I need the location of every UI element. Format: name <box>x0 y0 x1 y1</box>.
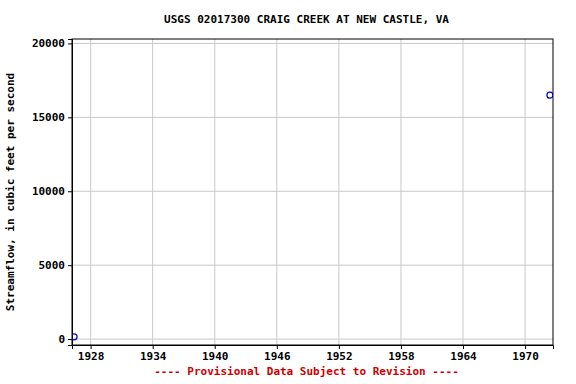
x-tick: 1934 <box>140 345 167 363</box>
y-tick: 5000 <box>39 259 73 272</box>
x-tick-mark <box>215 345 216 349</box>
grid-line <box>72 117 553 118</box>
grid-line <box>72 265 553 266</box>
y-axis-title: Streamflow, in cubic feet per second <box>4 73 17 311</box>
grid <box>72 39 553 345</box>
y-tick-label: 10000 <box>32 185 65 198</box>
grid-line <box>90 39 91 345</box>
data-point <box>547 92 553 98</box>
x-tick: 1952 <box>326 345 353 363</box>
x-tick-label: 1934 <box>140 350 167 363</box>
y-tick-mark <box>68 265 72 266</box>
x-tick-mark <box>153 345 154 349</box>
y-tick: 15000 <box>32 111 72 124</box>
x-tick: 1946 <box>264 345 291 363</box>
annotation: ---- Provisional Data Subject to Revisio… <box>154 365 459 378</box>
x-tick: 1940 <box>202 345 229 363</box>
grid-line <box>152 39 153 345</box>
x-tick-mark <box>91 345 92 349</box>
chart: 1928 1934 1940 1946 1952 1958 1964 1970 0 5000 100… <box>0 0 576 384</box>
x-tick-mark <box>463 345 464 349</box>
x-tick-mark <box>525 345 526 349</box>
x-axis: 1928 1934 1940 1946 1952 1958 1964 1970 <box>73 345 554 363</box>
y-tick-label: 15000 <box>32 111 65 124</box>
x-tick: 1958 <box>388 345 415 363</box>
x-tick-label: 1940 <box>202 350 229 363</box>
y-tick-mark <box>68 43 72 44</box>
y-tick: 10000 <box>32 185 72 198</box>
y-axis: 0 5000 10000 15000 20000 <box>32 37 73 346</box>
title: USGS 02017300 CRAIG CREEK AT NEW CASTLE,… <box>164 13 449 26</box>
grid-line <box>338 39 339 345</box>
grid-line <box>214 39 215 345</box>
x-tick-mark <box>339 345 340 349</box>
x-tick: 1964 <box>450 345 477 363</box>
x-tick-mark <box>401 345 402 349</box>
x-tick-label: 1928 <box>78 350 105 363</box>
y-tick: 20000 <box>32 37 72 50</box>
y-tick-mark <box>68 339 72 340</box>
grid-line <box>72 339 553 340</box>
y-tick: 0 <box>58 333 72 346</box>
grid-line <box>400 39 401 345</box>
grid-line <box>72 191 553 192</box>
y-tick-label: 5000 <box>39 259 66 272</box>
x-tick: 1928 <box>78 345 105 363</box>
x-tick-label: 1958 <box>388 350 415 363</box>
y-tick-label: 0 <box>58 333 65 346</box>
x-tick-label: 1970 <box>512 350 539 363</box>
points <box>72 92 553 340</box>
grid-line <box>525 39 526 345</box>
y-tick-mark <box>68 117 72 118</box>
grid-line <box>72 43 553 44</box>
x-tick: 1970 <box>512 345 539 363</box>
x-tick-mark <box>277 345 278 349</box>
plot-frame <box>72 39 553 345</box>
data-point <box>72 334 77 340</box>
x-axis-line <box>73 346 554 350</box>
y-tick-label: 20000 <box>32 37 65 50</box>
x-tick-label: 1946 <box>264 350 291 363</box>
x-tick-label: 1964 <box>450 350 477 363</box>
x-tick-label: 1952 <box>326 350 353 363</box>
y-tick-mark <box>68 191 72 192</box>
y-axis-line <box>68 40 73 346</box>
grid-line <box>463 39 464 345</box>
grid-line <box>276 39 277 345</box>
